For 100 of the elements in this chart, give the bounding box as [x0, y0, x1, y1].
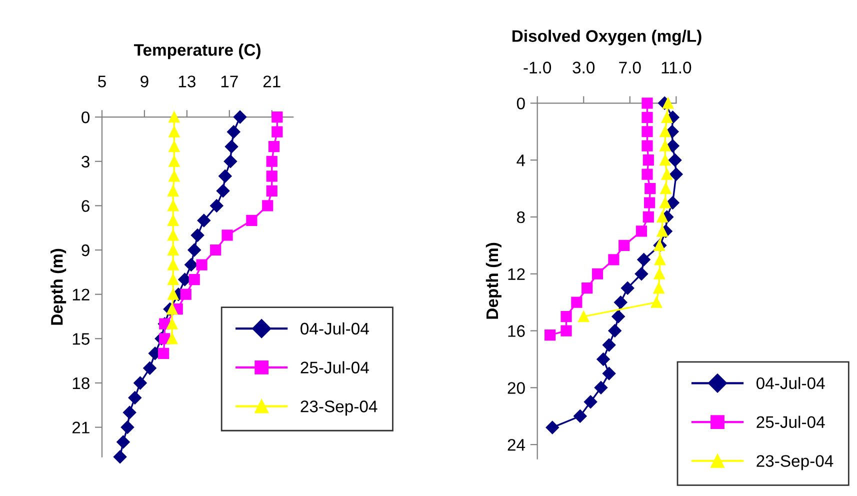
- point: [166, 318, 178, 330]
- point: [188, 274, 200, 286]
- point: [642, 126, 653, 138]
- point: [602, 338, 616, 352]
- y-tick-label: 3: [82, 156, 90, 168]
- point: [644, 182, 656, 194]
- point: [224, 154, 238, 168]
- point: [661, 112, 672, 123]
- point: [670, 168, 683, 181]
- point: [654, 254, 666, 266]
- x-tick-label: 9: [140, 76, 148, 88]
- point: [266, 185, 278, 196]
- point: [168, 214, 179, 226]
- y-tick-label: 16: [508, 325, 525, 337]
- point: [546, 420, 559, 434]
- point: [660, 154, 671, 166]
- point: [168, 288, 179, 300]
- point: [168, 126, 180, 138]
- chart-title: Temperature (C): [134, 44, 260, 60]
- point: [596, 352, 610, 366]
- y-tick-label: 0: [516, 98, 525, 110]
- point: [168, 141, 180, 152]
- y-axis-title: Depth (m): [50, 248, 66, 325]
- y-tick-label: 18: [72, 377, 90, 390]
- point: [210, 199, 224, 212]
- point: [660, 197, 671, 208]
- point: [266, 170, 278, 182]
- point: [574, 410, 587, 423]
- y-tick-label: 24: [508, 438, 526, 451]
- point: [637, 253, 650, 266]
- x-tick-label: 5: [98, 76, 106, 88]
- point: [222, 230, 233, 241]
- point: [210, 244, 222, 256]
- point: [190, 228, 204, 242]
- point: [560, 325, 572, 336]
- y-tick-label: 15: [72, 333, 90, 345]
- point: [188, 243, 201, 257]
- point: [608, 324, 622, 338]
- point: [592, 268, 604, 280]
- point: [272, 126, 283, 138]
- y-tick-label: 6: [82, 200, 90, 212]
- y-axis-title: Depth (m): [486, 242, 502, 319]
- point: [134, 376, 147, 390]
- point: [656, 211, 668, 223]
- y-tick-label: 8: [516, 211, 525, 224]
- x-tick-label: 17: [221, 76, 238, 88]
- point: [582, 282, 593, 294]
- point: [660, 182, 672, 194]
- point: [168, 259, 179, 270]
- point: [266, 156, 278, 167]
- point: [120, 420, 134, 434]
- legend-label: 04-Jul-04: [300, 322, 369, 335]
- point: [642, 98, 653, 109]
- point: [642, 154, 654, 166]
- point: [218, 170, 232, 183]
- legend-label: 23-Sep-04: [300, 400, 378, 416]
- point: [128, 391, 142, 404]
- point: [636, 226, 648, 237]
- point: [227, 125, 240, 138]
- y-tick-label: 0: [82, 111, 90, 124]
- x-tick-label: 21: [263, 76, 280, 88]
- y-tick-label: 12: [508, 268, 525, 280]
- point: [272, 112, 283, 123]
- x-tick-label: 3.0: [572, 62, 595, 74]
- point: [197, 214, 210, 228]
- point: [642, 211, 654, 223]
- point: [668, 153, 682, 167]
- point: [654, 268, 665, 280]
- point: [660, 140, 671, 152]
- point: [216, 184, 230, 198]
- point: [662, 98, 674, 109]
- point: [660, 126, 671, 138]
- point: [594, 381, 608, 394]
- point: [650, 296, 662, 308]
- y-tick-label: 4: [516, 154, 526, 166]
- point: [544, 329, 556, 341]
- x-tick-label: -1.0: [524, 62, 552, 74]
- chart-title: Disolved Oxygen (mg/L): [512, 30, 702, 46]
- point: [262, 200, 274, 212]
- point: [644, 197, 656, 208]
- point: [571, 296, 582, 308]
- point: [620, 282, 634, 295]
- point: [184, 258, 198, 272]
- point: [158, 348, 170, 359]
- point: [666, 196, 680, 210]
- point: [584, 395, 598, 408]
- legend-label: 04-Jul-04: [756, 376, 825, 390]
- point: [166, 333, 178, 344]
- point: [168, 274, 179, 286]
- point: [166, 304, 178, 315]
- point: [168, 156, 180, 167]
- point: [642, 140, 653, 152]
- y-tick-label: 21: [72, 422, 90, 434]
- point: [113, 450, 127, 464]
- point: [268, 141, 280, 152]
- x-tick-label: 7.0: [619, 62, 641, 74]
- point: [233, 110, 247, 124]
- point: [618, 240, 630, 251]
- point: [661, 168, 672, 180]
- x-tick-label: 11.0: [662, 62, 692, 74]
